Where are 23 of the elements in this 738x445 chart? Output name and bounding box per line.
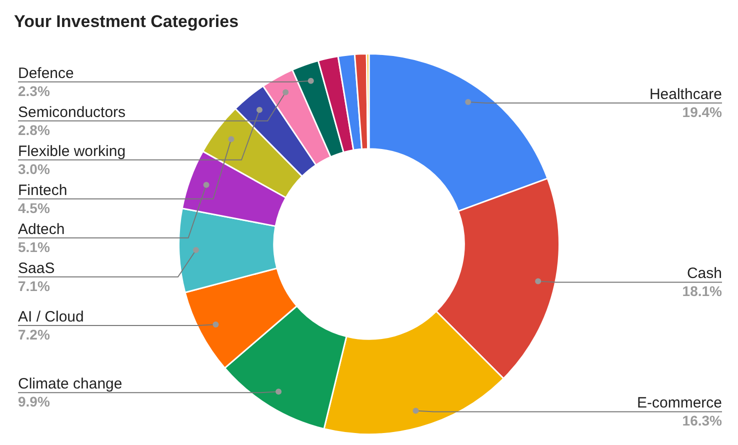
slice-label: Adtech [18,220,65,238]
data-label: 2.8% [18,122,50,138]
data-label: 7.1% [18,278,50,294]
data-label: 5.1% [18,238,50,255]
slice-label: SaaS [18,260,55,277]
data-label: 7.2% [18,326,50,343]
slice-label: Fintech [18,182,68,199]
slice-label: Climate change [18,376,122,393]
data-label: 16.3% [682,412,723,429]
data-label: 18.1% [682,283,723,300]
chart-title: Your Investment Categories [14,12,239,32]
data-label: 9.9% [18,394,50,410]
slice-label: Cash [686,265,722,282]
slice-label: AI / Cloud [18,308,84,326]
data-label: 3.0% [18,160,50,177]
slice-label: Healthcare [649,86,722,104]
slice-label: Flexible working [18,142,126,160]
data-label: 19.4% [682,104,723,120]
slice-label: Defence [18,64,74,82]
data-label: 4.5% [18,200,50,216]
data-label: 2.3% [18,82,50,99]
slice-label: E-commerce [636,394,722,412]
slice-label: Semiconductors [18,104,126,121]
